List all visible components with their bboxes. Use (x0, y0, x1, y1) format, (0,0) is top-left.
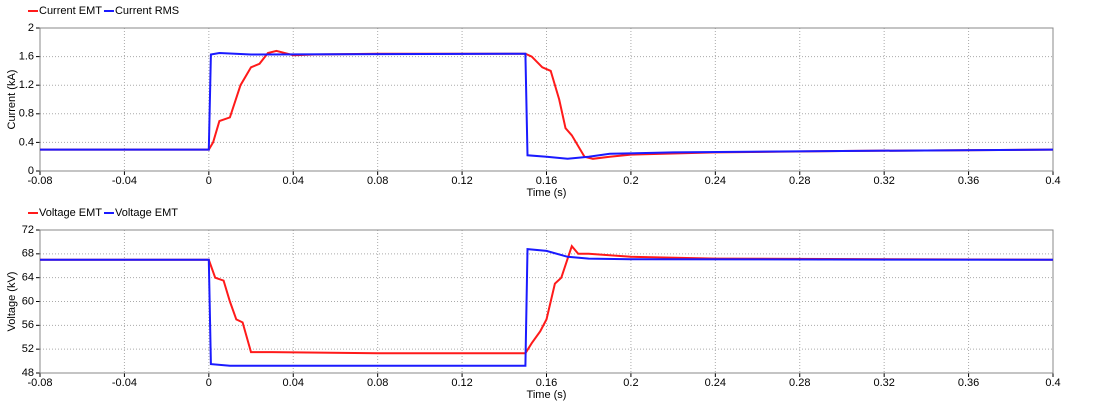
y-tick-label: 1.2 (19, 79, 34, 91)
y-axis-label: Voltage (kV) (6, 272, 18, 332)
y-tick-label: 2 (28, 22, 34, 34)
x-tick-label: 0.08 (367, 377, 388, 389)
x-tick-label: 0.36 (958, 377, 979, 389)
x-tick-label: 0.28 (789, 175, 810, 187)
x-axis-label: Time (s) (527, 389, 567, 401)
data-line (40, 248, 1054, 367)
x-tick-label: 0.04 (283, 175, 304, 187)
data-line (40, 244, 1054, 355)
y-tick-label: 48 (22, 367, 34, 379)
y-tick-label: 0 (28, 165, 34, 177)
x-tick-label: 0.36 (958, 175, 979, 187)
x-tick-label: -0.08 (27, 377, 52, 389)
x-tick-label: -0.08 (27, 175, 52, 187)
x-tick-label: 0.32 (873, 377, 894, 389)
x-tick-label: 0.12 (451, 377, 472, 389)
y-tick-label: 68 (22, 248, 34, 260)
x-tick-label: 0 (206, 377, 212, 389)
x-tick-label: 0.04 (283, 377, 304, 389)
x-tick-label: 0.12 (451, 175, 472, 187)
y-tick-label: 0.8 (19, 108, 34, 120)
y-tick-label: 60 (22, 295, 34, 307)
x-tick-label: 0.2 (623, 175, 638, 187)
y-tick-label: 0.4 (19, 136, 34, 148)
x-tick-label: 0.28 (789, 377, 810, 389)
data-line (40, 51, 1054, 160)
x-tick-label: -0.04 (112, 175, 137, 187)
x-tick-label: 0.2 (623, 377, 638, 389)
x-tick-label: 0.08 (367, 175, 388, 187)
legend-label: Voltage EMT (115, 207, 178, 219)
y-tick-label: 56 (22, 319, 34, 331)
x-tick-label: 0.16 (536, 377, 557, 389)
y-tick-label: 1.6 (19, 51, 34, 63)
x-tick-label: -0.04 (112, 377, 137, 389)
plot-border (39, 27, 1054, 172)
legend-label: Current RMS (115, 5, 179, 17)
y-axis-label: Current (kA) (6, 70, 18, 130)
legend-label: Current EMT (39, 5, 102, 17)
x-tick-label: 0.32 (873, 175, 894, 187)
x-tick-label: 0.16 (536, 175, 557, 187)
y-tick-label: 72 (22, 224, 34, 236)
x-tick-label: 0.4 (1045, 377, 1060, 389)
plot-border (39, 229, 1054, 374)
y-tick-label: 52 (22, 343, 34, 355)
x-axis-label: Time (s) (527, 187, 567, 199)
legend-label: Voltage EMT (39, 207, 102, 219)
y-tick-label: 64 (22, 272, 34, 284)
x-tick-label: 0.24 (705, 175, 726, 187)
x-tick-label: 0.24 (705, 377, 726, 389)
x-tick-label: 0 (206, 175, 212, 187)
x-tick-label: 0.4 (1045, 175, 1060, 187)
